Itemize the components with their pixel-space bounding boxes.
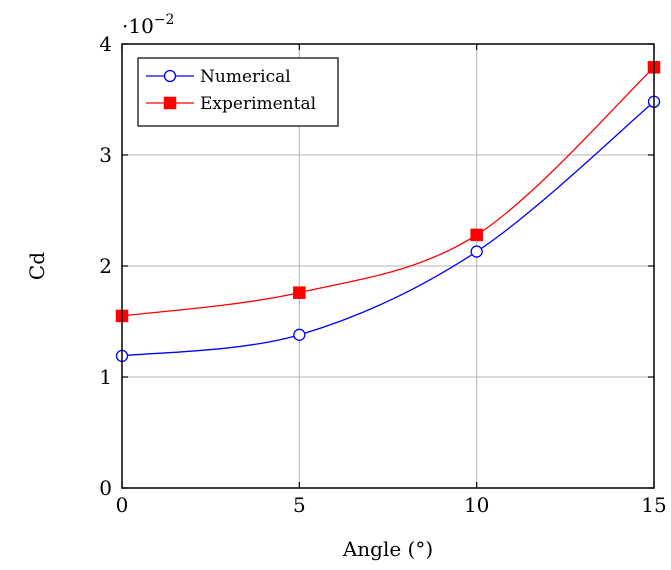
y-tick-label: 3 [99, 143, 112, 167]
x-tick-label: 15 [641, 493, 666, 517]
legend-marker [163, 96, 177, 110]
legend-entry-numerical: Numerical [146, 67, 291, 87]
data-point-experimental [293, 286, 306, 299]
y-tick-label: 1 [99, 365, 112, 389]
data-point-numerical [293, 328, 306, 341]
series-line-numerical [121, 101, 655, 357]
x-tick-label: 0 [116, 493, 129, 517]
grid-layer [122, 44, 654, 488]
y-axis-multiplier: ·10−2 [122, 12, 174, 38]
legend-marker [163, 69, 177, 83]
legend: Numerical Experimental [137, 57, 339, 127]
y-tick-label: 0 [99, 476, 112, 500]
y-axis-label: Cd [25, 252, 49, 280]
x-axis-label: Angle (°) [342, 537, 433, 561]
legend-label: Experimental [200, 94, 316, 114]
y-axis-multiplier-base: ·10 [122, 14, 154, 38]
series-numerical [115, 95, 661, 363]
y-tick-label: 2 [99, 254, 112, 278]
x-tick-label: 10 [464, 493, 489, 517]
data-point-numerical [470, 245, 483, 258]
series-experimental [115, 61, 661, 323]
legend-entry-experimental: Experimental [146, 94, 316, 114]
series-layer [115, 61, 661, 363]
data-point-experimental [470, 228, 483, 242]
legend-box [137, 57, 339, 127]
legend-label: Numerical [200, 67, 291, 87]
legend-entries: Numerical Experimental [146, 67, 316, 114]
y-tick-label: 4 [99, 32, 112, 56]
x-tick-label: 5 [293, 493, 306, 517]
y-axis-multiplier-exponent: −2 [154, 12, 175, 28]
tick-layer: 0 5 10 15 0 1 2 3 4 [99, 32, 666, 517]
series-line-experimental [121, 66, 655, 317]
